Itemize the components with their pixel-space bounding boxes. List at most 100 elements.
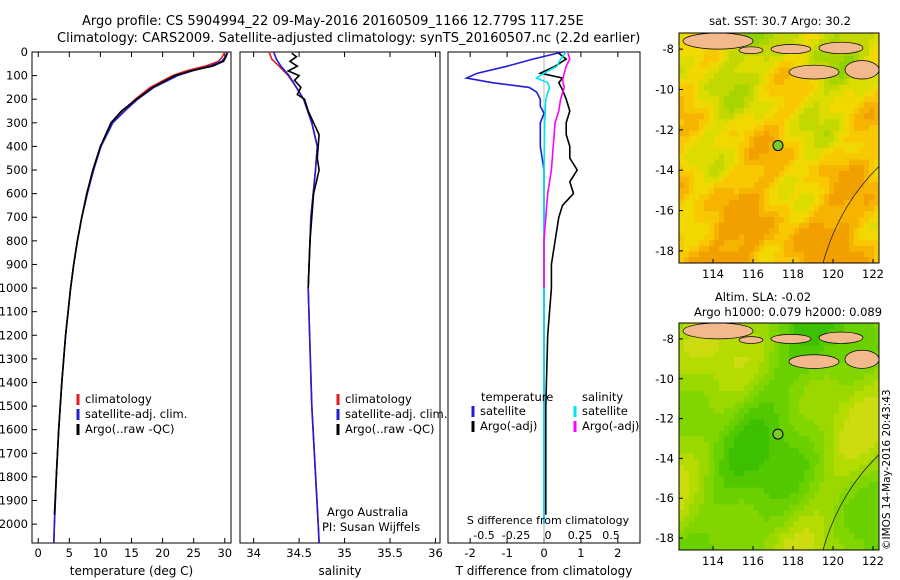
sst-map-cell [804,96,810,103]
sst-map-cell [744,211,750,218]
sla-map-cell [754,504,760,511]
sst-map-cell [779,73,785,80]
sla-map-cell [739,396,745,403]
sst-map-cell [794,61,800,68]
sla-map-cell [854,436,860,443]
sst-map-cell [734,84,740,91]
sst-map-cell [679,205,685,212]
sla-map-ytick-label: -12 [655,412,674,426]
sst-map-cell [869,182,875,189]
sst-map-cell [684,165,690,172]
sla-map-cell [869,498,875,505]
sla-map-cell [834,442,840,449]
sst-map-cell [869,176,875,183]
sst-map-cell [824,119,830,126]
sst-map-cell [814,61,820,68]
sla-map-cell [679,385,685,392]
sla-map-cell [859,527,865,534]
sla-map-cell [794,515,800,523]
sla-map-cell [814,459,820,466]
sla-map-cell [789,532,795,540]
sst-map-cell [834,142,840,149]
sst-map-cell [799,113,805,120]
sla-map-cell [684,498,690,505]
sla-map-cell [844,532,850,540]
sst-map-cell [799,61,805,68]
sst-map-cell [829,79,835,86]
sla-map-cell [799,323,805,330]
sla-map-cell [799,391,805,398]
sla-map-cell [744,396,750,403]
sst-map-cell [774,130,780,137]
difference-legend-header-temperature: temperature [481,390,553,404]
sst-map-cell [719,228,725,235]
sla-map-cell [804,323,810,330]
sla-map-cell [724,362,730,369]
sla-map-cell [729,345,735,352]
sst-map-cell [844,61,850,68]
sst-map-cell [814,130,820,137]
sla-map-cell [844,430,850,437]
sst-map-cell [759,102,765,109]
sst-map-cell [734,222,740,229]
sst-map-cell [704,102,710,109]
sst-map-cell [739,67,745,74]
sst-map-cell [764,171,770,178]
sla-map-cell [729,498,735,505]
sst-map-cell [824,211,830,218]
depth-tick-label: 1500 [0,399,28,413]
sst-map-cell [804,90,810,97]
sla-map-cell [809,521,815,528]
sst-map-cell [779,240,785,247]
sla-map-cell [759,476,765,483]
sst-map-cell [764,56,770,63]
sla-map-cell [769,515,775,523]
sst-map-cell [754,142,760,149]
sst-map-cell [874,73,880,80]
sst-map-cell [724,107,730,114]
sla-map-cell [784,527,790,534]
sst-map-cell [679,33,685,40]
sst-map-cell [769,153,775,160]
sla-map-cell [814,453,820,460]
sst-map-cell [734,159,740,166]
sst-map-cell [839,73,845,80]
sla-map-cell [874,419,880,426]
sla-map-cell [864,413,870,420]
sla-map-cell [859,487,865,494]
sla-map-cell [859,532,865,540]
sst-map-cell [754,33,760,40]
sst-map-cell [714,56,720,63]
sst-map-cell [869,245,875,252]
sla-map-cell [794,521,800,528]
sla-map-cell [839,447,845,454]
sst-map-cell [719,257,725,264]
sst-map-cell [714,159,720,166]
sst-map-cell [819,113,825,120]
sst-map-cell [799,245,805,252]
sla-map-cell [774,436,780,443]
sla-map-cell [724,476,730,483]
sst-map-cell [679,119,685,126]
sla-map-cell [864,430,870,437]
sla-map-cell [694,538,700,545]
sst-map-cell [769,136,775,143]
sst-map-cell [734,217,740,224]
sla-map-cell [844,385,850,392]
sla-map-cell [869,413,875,420]
sst-map-cell [874,125,880,132]
sst-map-cell [759,50,765,57]
sst-map-cell [814,257,820,264]
sst-map-cell [864,130,870,137]
sst-map-cell [729,245,735,252]
sst-map-xtick-label: 122 [862,267,884,281]
sst-map-cell [854,199,860,206]
sla-map-cell [854,385,860,392]
sla-map-cell [824,368,830,375]
sst-map-cell [689,102,695,109]
sla-map-cell [849,436,855,443]
sla-map-cell [734,481,740,488]
sla-map-cell [774,481,780,488]
sst-map-cell [844,171,850,178]
sla-map-cell [729,408,735,415]
